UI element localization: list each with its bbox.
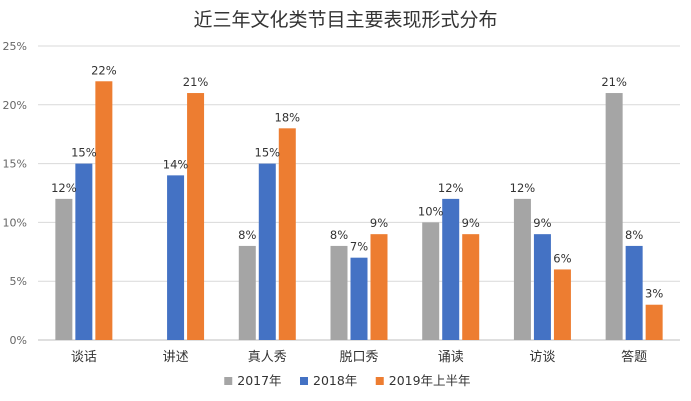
data-label: 12%	[510, 181, 536, 195]
legend-swatch	[300, 377, 308, 385]
legend-label: 2019年上半年	[389, 373, 471, 388]
y-tick-label: 20%	[3, 99, 27, 112]
x-tick-label: 访谈	[529, 350, 555, 365]
y-axis: 0% 5% 10% 15% 20% 25%	[3, 40, 27, 347]
bar	[278, 128, 296, 340]
legend-swatch	[224, 377, 233, 385]
legend-item: 2018年	[300, 373, 357, 388]
x-tick-label: 讲述	[163, 350, 189, 365]
data-label: 14%	[163, 157, 189, 171]
data-label: 6%	[553, 251, 571, 265]
data-labels: 12%15%22%14%21%8%15%18%8%7%9%10%12%9%12%…	[51, 63, 663, 300]
x-tick-label: 谈话	[71, 350, 97, 365]
data-label: 10%	[418, 204, 444, 218]
bar	[645, 304, 663, 340]
data-label: 15%	[71, 146, 97, 160]
bar	[167, 175, 185, 340]
bar	[55, 198, 73, 340]
bar	[330, 245, 348, 340]
bar	[442, 198, 460, 340]
bar	[75, 163, 93, 340]
data-label: 9%	[462, 216, 480, 230]
data-label: 15%	[255, 146, 281, 160]
data-label: 21%	[601, 75, 627, 89]
data-label: 9%	[370, 216, 388, 230]
legend-swatch	[375, 377, 384, 385]
x-axis: 谈话 讲述 真人秀 脱口秀 诵读 访谈 答题	[71, 349, 647, 365]
y-tick-label: 5%	[10, 275, 27, 288]
data-label: 8%	[238, 228, 256, 242]
data-label: 8%	[330, 228, 348, 242]
data-label: 7%	[350, 240, 368, 254]
x-tick-label: 答题	[621, 349, 647, 365]
bar	[95, 81, 113, 340]
bar	[625, 245, 643, 340]
x-tick-label: 真人秀	[248, 350, 287, 365]
bar	[258, 163, 276, 340]
y-tick-label: 15%	[3, 158, 27, 171]
data-label: 8%	[625, 228, 643, 242]
bar	[422, 222, 440, 340]
data-label: 12%	[438, 181, 464, 195]
legend-label: 2018年	[313, 373, 357, 388]
legend-item: 2019年上半年	[375, 373, 471, 388]
bars	[55, 81, 663, 340]
y-tick-label: 10%	[3, 216, 27, 229]
bar	[605, 93, 623, 340]
data-label: 18%	[275, 110, 301, 124]
bar	[533, 234, 551, 340]
bar	[350, 257, 368, 340]
x-tick-label: 脱口秀	[339, 350, 378, 365]
bar	[513, 198, 531, 340]
chart-title: 近三年文化类节目主要表现形式分布	[193, 9, 497, 31]
data-label: 3%	[645, 287, 663, 301]
data-label: 21%	[183, 75, 209, 89]
data-label: 22%	[91, 63, 117, 77]
legend-label: 2017年	[237, 373, 281, 388]
bar	[238, 245, 256, 340]
bar	[187, 93, 205, 340]
data-label: 9%	[533, 216, 551, 230]
y-tick-label: 25%	[3, 40, 27, 53]
bar	[553, 269, 571, 340]
y-tick-label: 0%	[10, 334, 27, 347]
x-tick-label: 诵读	[438, 350, 464, 365]
legend-item: 2017年	[224, 373, 282, 388]
bar	[462, 234, 480, 340]
bar	[370, 234, 388, 340]
data-label: 12%	[51, 181, 77, 195]
legend: 2017年 2018年 2019年上半年	[224, 373, 471, 388]
